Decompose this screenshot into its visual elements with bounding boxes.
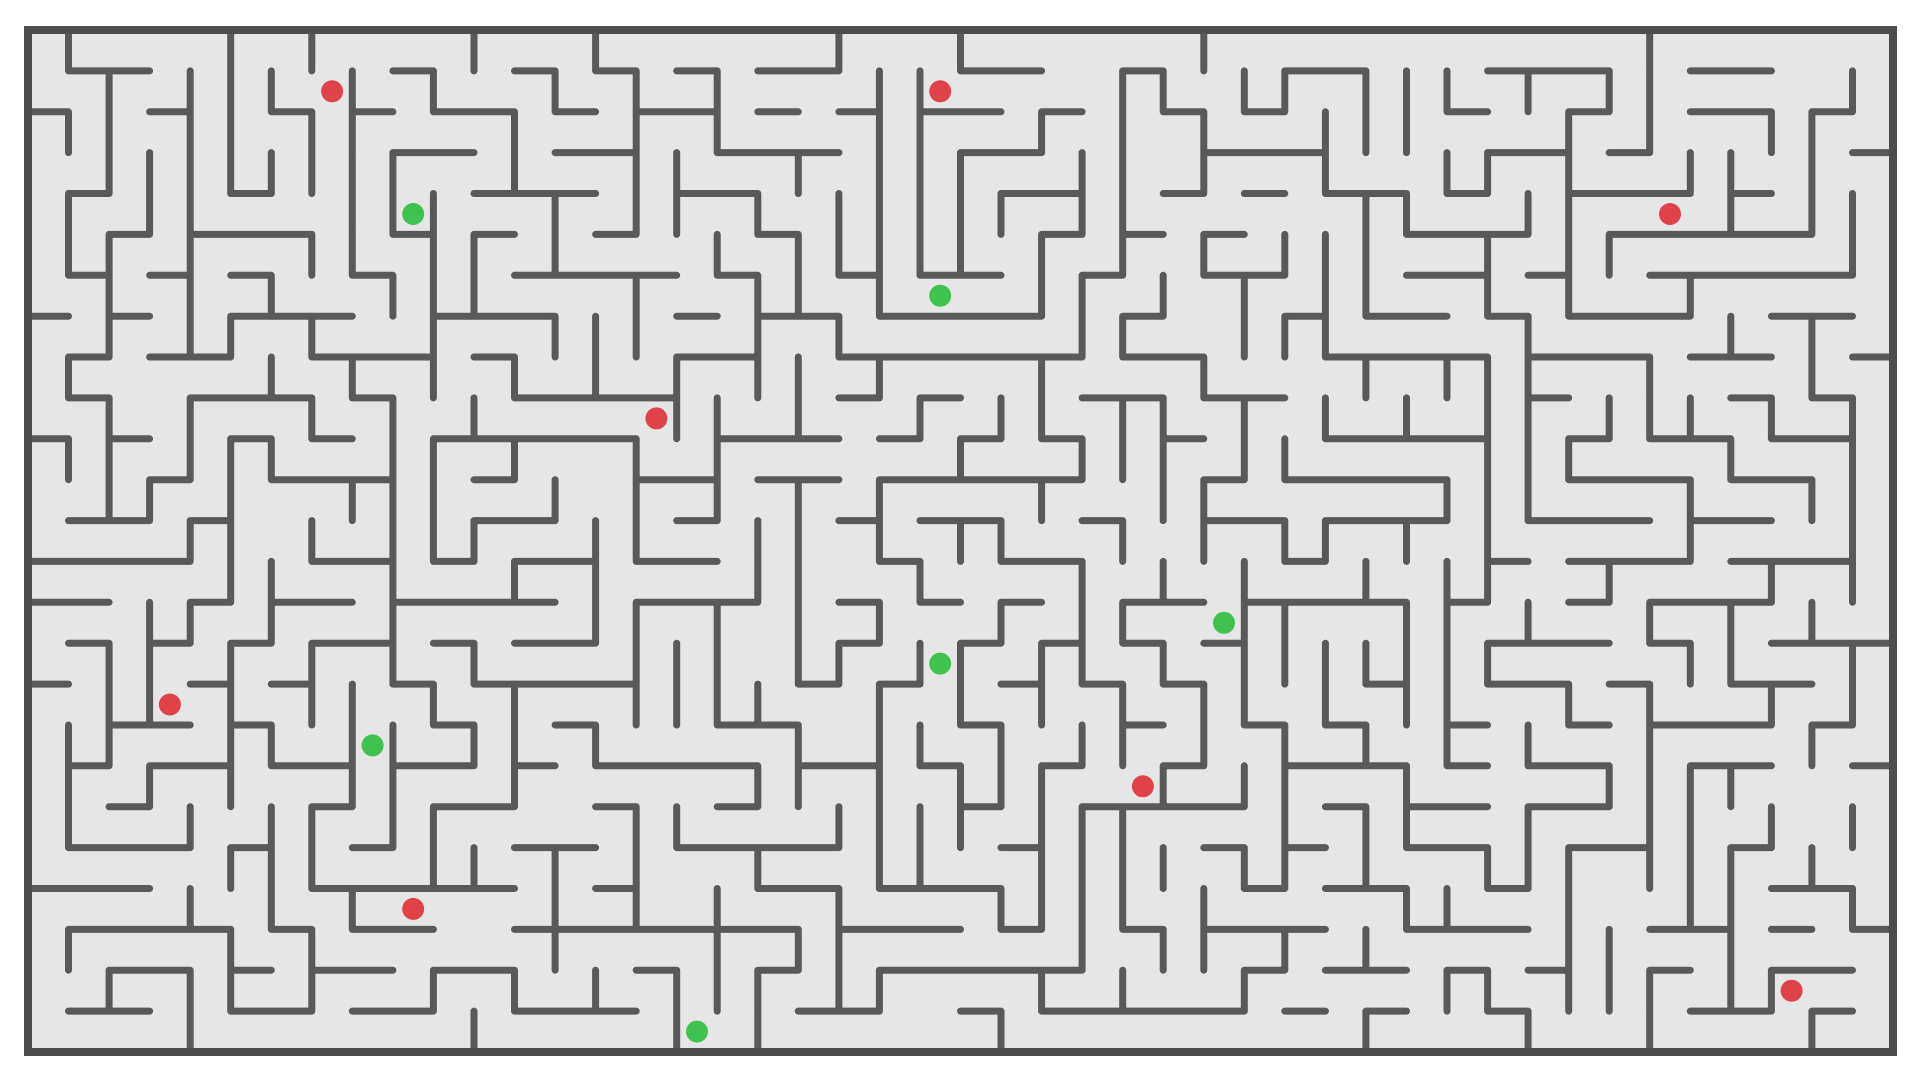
maze-wall-segments xyxy=(24,26,1897,1056)
red-dot-7[interactable] xyxy=(402,897,425,920)
green-dot-6[interactable] xyxy=(686,1020,708,1043)
red-dot-2[interactable] xyxy=(929,80,952,103)
maze-walls xyxy=(24,26,1897,1056)
red-dot-8[interactable] xyxy=(1780,979,1803,1002)
red-dot-5[interactable] xyxy=(158,693,181,716)
red-dot-3[interactable] xyxy=(1659,203,1681,225)
green-dot-2[interactable] xyxy=(929,284,952,307)
green-dot-1[interactable] xyxy=(402,203,425,225)
maze-border xyxy=(24,26,1897,1056)
red-dot-6[interactable] xyxy=(1131,775,1154,798)
green-dot-4[interactable] xyxy=(929,652,952,675)
green-dot-3[interactable] xyxy=(1213,611,1235,634)
red-dot-4[interactable] xyxy=(645,407,668,430)
green-dot-5[interactable] xyxy=(361,734,384,757)
red-dot-1[interactable] xyxy=(321,80,344,103)
maze-dots xyxy=(158,80,1803,1043)
